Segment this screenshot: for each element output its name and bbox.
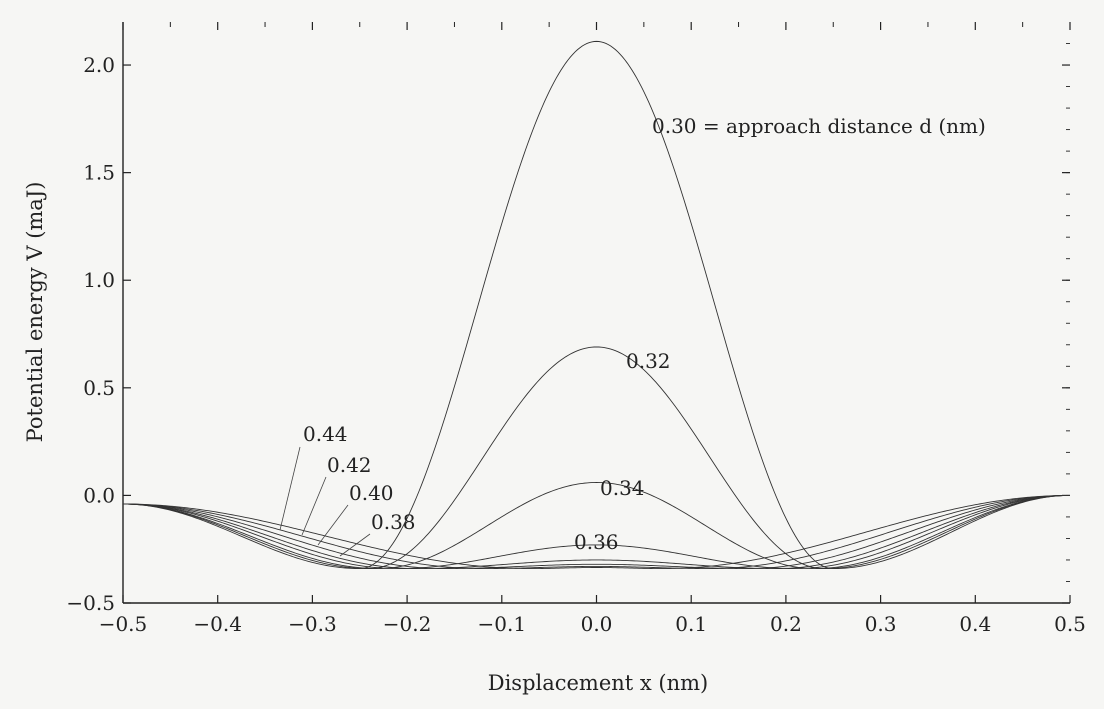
y-tick-label: −0.5	[66, 591, 115, 615]
x-tick-label: −0.4	[193, 612, 242, 636]
series-line-0-32	[122, 346, 1071, 570]
plot-frame	[122, 22, 1070, 604]
x-axis-label: Displacement x (nm)	[488, 671, 709, 695]
series-line-0-30	[122, 40, 1071, 570]
x-tick-label: 0.1	[675, 612, 707, 636]
x-tick-label: −0.1	[478, 612, 527, 636]
leader-line	[301, 476, 327, 536]
x-tick-label: 0.3	[865, 612, 897, 636]
leader-line	[279, 446, 301, 531]
x-tick-label: 0.4	[959, 612, 991, 636]
series-annotation-0-42: 0.42	[327, 453, 372, 477]
y-tick-label: 1.0	[83, 268, 115, 292]
series-annotations: 0.30 = approach distance d (nm) 0.32 0.34 0…	[303, 114, 986, 554]
x-tick-label: −0.2	[383, 612, 432, 636]
x-tick-label: −0.3	[288, 612, 337, 636]
series-line-0-40	[122, 494, 1071, 570]
series-annotation-0-38: 0.38	[371, 510, 416, 534]
series-annotation-0-34: 0.34	[600, 476, 645, 500]
series-annotation-0-32: 0.32	[626, 349, 671, 373]
label-leader-lines	[279, 446, 371, 557]
y-tick-label: 0.0	[83, 483, 115, 507]
series-line-0-34	[122, 482, 1071, 570]
y-tick-label: 0.5	[83, 376, 115, 400]
series-line-0-38	[122, 494, 1071, 570]
series-line-0-42	[122, 494, 1071, 570]
y-tick-label: 2.0	[83, 53, 115, 77]
series-curves	[122, 40, 1071, 570]
series-annotation-0-30: 0.30 = approach distance d (nm)	[652, 114, 986, 138]
x-tick-label: 0.2	[770, 612, 802, 636]
ticks: −0.5 −0.4 −0.3 −0.2 −0.1 0.0 0.1 0.2 0.3 0.4 0.5 −0…	[66, 22, 1086, 636]
series-annotation-0-40: 0.40	[349, 481, 394, 505]
series-annotation-0-36: 0.36	[574, 530, 619, 554]
y-tick-label: 1.5	[83, 161, 115, 185]
leader-line	[317, 504, 349, 546]
leader-line	[339, 533, 371, 557]
x-tick-label: 0.5	[1054, 612, 1086, 636]
x-tick-label: −0.5	[99, 612, 148, 636]
y-axis-label: Potential energy V (maJ)	[23, 182, 47, 443]
series-annotation-0-44: 0.44	[303, 422, 348, 446]
series-line-0-36	[122, 494, 1071, 570]
x-tick-label: 0.0	[581, 612, 613, 636]
